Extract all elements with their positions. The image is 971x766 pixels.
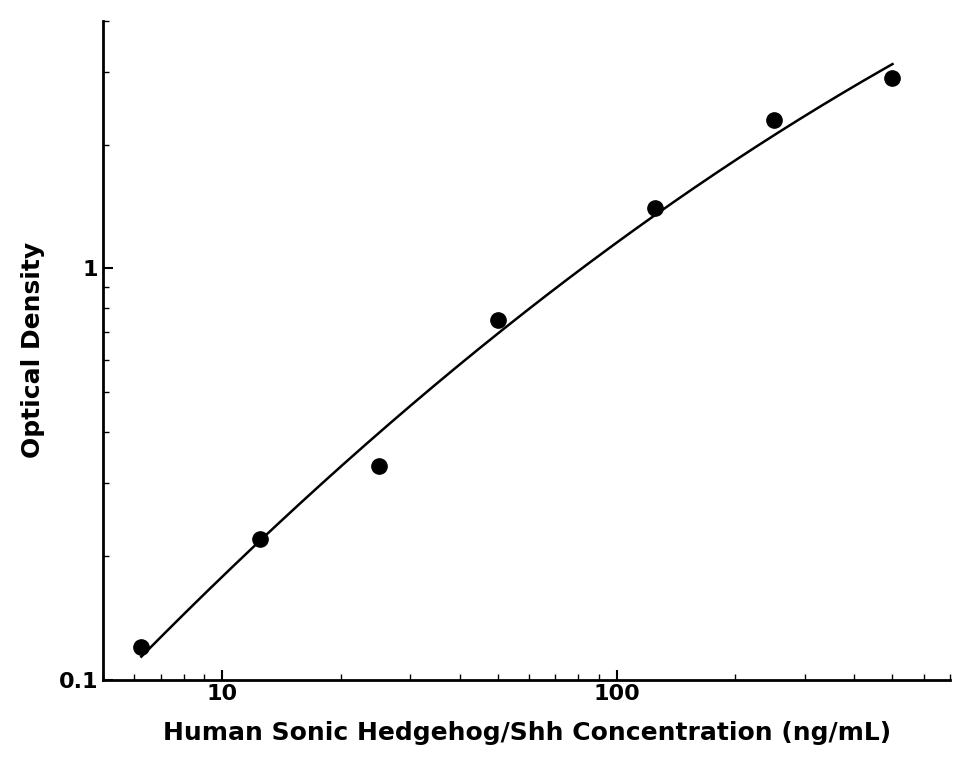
Y-axis label: Optical Density: Optical Density <box>20 242 45 458</box>
Point <box>885 72 900 84</box>
X-axis label: Human Sonic Hedgehog/Shh Concentration (ng/mL): Human Sonic Hedgehog/Shh Concentration (… <box>162 721 890 745</box>
Point <box>490 313 506 326</box>
Point <box>766 113 782 126</box>
Point <box>647 202 662 214</box>
Point <box>134 641 150 653</box>
Point <box>252 532 268 545</box>
Point <box>371 460 386 473</box>
